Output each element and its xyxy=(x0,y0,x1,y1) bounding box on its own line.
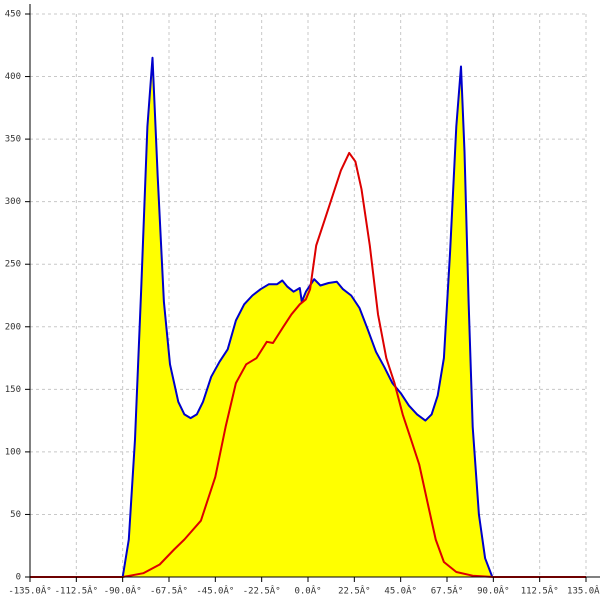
y-tick-label: 50 xyxy=(10,510,21,520)
x-tick-label: 0.0Â° xyxy=(294,585,321,597)
x-tick-label: 22.5Â° xyxy=(338,585,371,597)
x-tick-label: -90.0Â° xyxy=(104,585,142,597)
x-tick-label: 45.0Â° xyxy=(384,585,417,597)
x-tick-label: -67.5Â° xyxy=(150,585,188,597)
y-tick-label: 100 xyxy=(5,447,21,457)
y-tick-label: 200 xyxy=(5,322,21,332)
y-tick-label: 300 xyxy=(5,197,21,207)
series-line xyxy=(121,56,494,578)
y-tick-label: 400 xyxy=(5,72,21,82)
x-tick-label: 67.5Â° xyxy=(431,585,464,597)
x-tick-label: -112.5Â° xyxy=(55,585,98,597)
plot-area xyxy=(30,56,586,578)
x-tick-label: 112.5Â° xyxy=(521,585,559,597)
y-tick-label: 250 xyxy=(5,260,21,270)
x-tick-label: -22.5Â° xyxy=(243,585,281,597)
axes: 0 50 100 150 200 250 300 350 400 450 -135.0Â° -112.… xyxy=(5,4,600,597)
y-tick-label: 450 xyxy=(5,10,21,20)
x-tick-label: 90.0Â° xyxy=(477,585,510,597)
series-line xyxy=(30,151,586,578)
x-tick-label: -135.0Â° xyxy=(8,585,51,597)
x-tick-label: -45.0Â° xyxy=(196,585,234,597)
y-tick-label: 150 xyxy=(5,385,21,395)
y-tick-label: 0 xyxy=(16,573,21,583)
x-tick-label: 135.0Â° xyxy=(567,585,600,597)
y-tick-label: 350 xyxy=(5,135,21,145)
area-fill xyxy=(122,57,493,578)
